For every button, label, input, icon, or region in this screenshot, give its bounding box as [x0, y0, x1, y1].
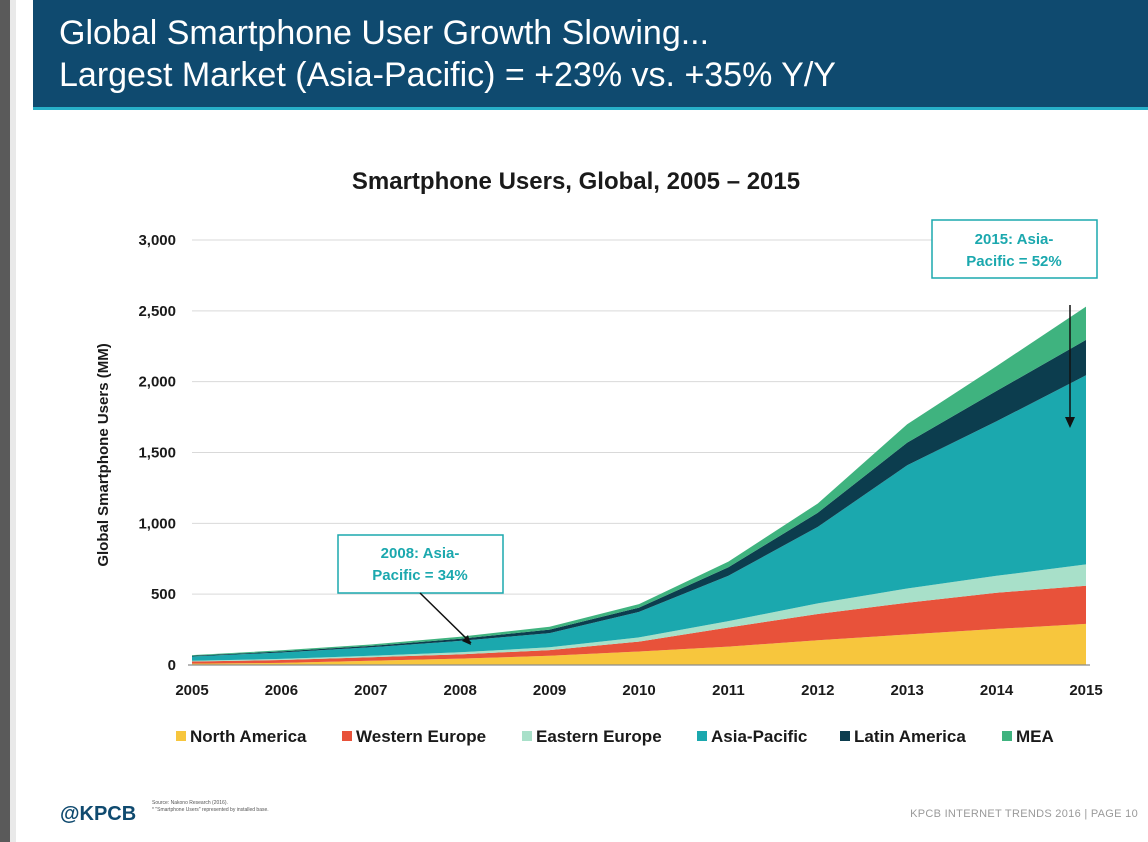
x-tick-label: 2006 — [265, 682, 298, 699]
legend-label-north-america: North America — [190, 727, 307, 746]
y-tick-label: 3,000 — [138, 232, 176, 249]
annotation-2008-arrowhead — [462, 635, 471, 645]
legend-swatch-asia-pacific — [697, 731, 707, 741]
left-edge-bar — [0, 0, 10, 842]
kpcb-logo: @KPCB — [60, 803, 137, 825]
x-tick-label: 2011 — [712, 682, 745, 699]
page-footer: KPCB INTERNET TRENDS 2016 | PAGE 10 — [910, 808, 1138, 820]
x-tick-label: 2005 — [175, 682, 208, 699]
x-tick-label: 2008 — [444, 682, 477, 699]
annotation-2008-line2: Pacific = 34% — [372, 567, 467, 584]
annotation-2015: 2015: Asia- Pacific = 52% — [931, 219, 1098, 428]
legend-swatch-latin-america — [840, 731, 850, 741]
legend-label-latin-america: Latin America — [854, 727, 966, 746]
legend-swatch-western-europe — [342, 731, 352, 741]
y-tick-label: 1,000 — [138, 515, 176, 532]
x-tick-label: 2013 — [891, 682, 924, 699]
y-tick-label: 500 — [151, 586, 176, 603]
area-western-europe — [192, 585, 1086, 664]
legend-swatch-eastern-europe — [522, 731, 532, 741]
y-tick-label: 0 — [168, 657, 176, 674]
x-tick-label: 2015 — [1069, 682, 1102, 699]
x-tick-label: 2014 — [980, 682, 1014, 699]
legend-swatch-mea — [1002, 731, 1012, 741]
left-edge-bar-inner — [10, 0, 16, 842]
y-tick-label: 2,000 — [138, 374, 176, 391]
slide-title: Global Smartphone User Growth Slowing... — [59, 14, 710, 52]
chart-title: Smartphone Users, Global, 2005 – 2015 — [352, 168, 800, 195]
annotation-2008-line1: 2008: Asia- — [381, 545, 460, 562]
annotation-2015-line2: Pacific = 52% — [966, 253, 1061, 270]
y-tick-label: 2,500 — [138, 303, 176, 320]
annotation-2015-line1: 2015: Asia- — [975, 231, 1054, 248]
area-north-america — [192, 623, 1086, 665]
annotation-2008: 2008: Asia- Pacific = 34% — [337, 534, 504, 645]
source-line-1: Source: Nakono Research (2016). — [152, 800, 228, 806]
source-line-2: * "Smartphone Users" represented by inst… — [152, 807, 269, 813]
x-tick-label: 2010 — [622, 682, 655, 699]
x-tick-label: 2012 — [801, 682, 834, 699]
y-tick-label: 1,500 — [138, 445, 176, 462]
slide-header: Global Smartphone User Growth Slowing...… — [33, 0, 1148, 110]
x-tick-label: 2009 — [533, 682, 566, 699]
source-note: Source: Nakono Research (2016). * "Smart… — [152, 800, 269, 814]
annotation-2008-arrow — [419, 592, 472, 644]
annotation-2015-arrowhead — [1065, 417, 1075, 428]
legend-label-asia-pacific: Asia-Pacific — [711, 727, 807, 746]
x-tick-label: 2007 — [354, 682, 387, 699]
y-axis-label: Global Smartphone Users (MM) — [95, 343, 112, 566]
legend-swatch-north-america — [176, 731, 186, 741]
slide-subtitle: Largest Market (Asia-Pacific) = +23% vs.… — [59, 56, 836, 94]
legend-label-mea: MEA — [1016, 727, 1054, 746]
legend-label-eastern-europe: Eastern Europe — [536, 727, 662, 746]
legend-label-western-europe: Western Europe — [356, 727, 486, 746]
area-asia-pacific — [192, 375, 1086, 661]
chart-legend: North America Western Europe Eastern Europ… — [176, 727, 1054, 746]
